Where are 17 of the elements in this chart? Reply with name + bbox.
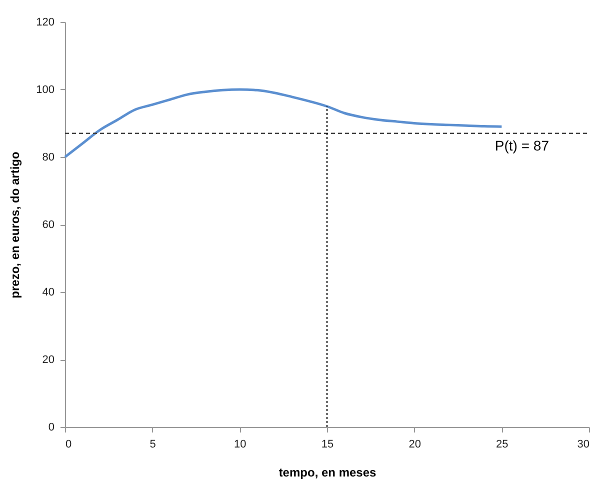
- y-tick-label: 60: [42, 219, 54, 231]
- x-tick-label: 5: [150, 438, 156, 450]
- y-tick-label: 120: [36, 16, 54, 28]
- y-axis-title: prezo, en euros, do artigo: [8, 152, 22, 298]
- y-tick-label: 20: [42, 354, 54, 366]
- x-tick-label: 30: [577, 438, 590, 450]
- x-tick-label: 20: [408, 438, 421, 450]
- y-tick-label: 100: [36, 84, 54, 96]
- y-tick-label: 40: [42, 286, 54, 298]
- ref-line-label: P(t) = 87: [494, 137, 550, 154]
- y-tick-label: 80: [42, 152, 54, 164]
- x-axis-title: tempo, en meses: [278, 466, 377, 480]
- x-tick-label: 0: [66, 438, 72, 450]
- y-tick-label: 0: [48, 422, 54, 434]
- x-tick-label: 25: [496, 438, 508, 450]
- x-tick-label: 15: [321, 438, 334, 450]
- x-tick-label: 10: [234, 438, 246, 450]
